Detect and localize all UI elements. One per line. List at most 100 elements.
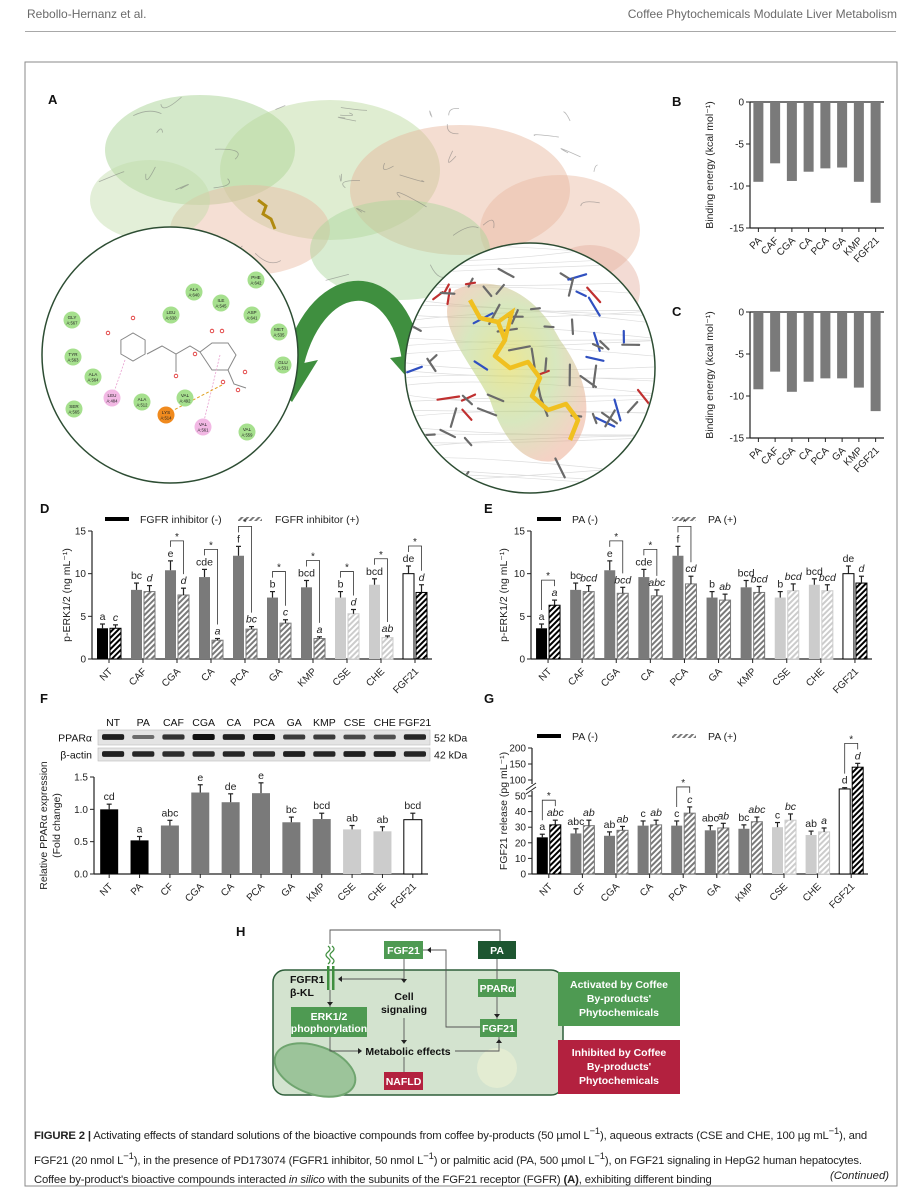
significance-letter: e xyxy=(168,548,174,560)
residue-stick xyxy=(443,283,450,295)
y-tick-label: -10 xyxy=(730,392,745,403)
protein-backbone xyxy=(382,162,394,170)
bar-cse-plus xyxy=(347,613,360,660)
significance-letter: abc xyxy=(748,804,766,816)
blot-lane-label: KMP xyxy=(313,717,336,729)
significance-letter: abc xyxy=(161,807,178,819)
significance-letter: ab xyxy=(805,818,817,830)
bar-kmp-minus xyxy=(301,587,312,659)
significance-star: * xyxy=(682,517,686,528)
y-tick-label: -15 xyxy=(730,434,745,445)
bar-cse-minus xyxy=(335,597,346,659)
significance-letter: abc xyxy=(547,807,565,819)
bar-kmp-plus xyxy=(750,821,763,875)
oxygen-atom xyxy=(173,373,179,379)
protein-backbone xyxy=(563,111,571,122)
legend-inhibited-label: Inhibited by Coffee xyxy=(572,1047,667,1059)
blot-row-beta-actin: β-actin 42 kDa xyxy=(60,747,467,762)
figure-frame xyxy=(24,61,898,1187)
residue-circle xyxy=(243,306,261,324)
significance-letter: c xyxy=(674,808,679,820)
bar-cga-minus xyxy=(165,570,176,659)
blot-lane-label: GA xyxy=(287,717,302,729)
x-tick-label: PCA xyxy=(809,445,832,468)
caption-sup: −1 xyxy=(589,1125,601,1136)
bar-pca xyxy=(252,793,270,874)
legend-label: PA (+) xyxy=(708,731,737,743)
residue-stick xyxy=(554,457,566,479)
y-tick-label: 100 xyxy=(509,776,526,787)
significance-star: * xyxy=(614,532,618,543)
y-tick-label: 40 xyxy=(515,807,527,818)
caption-text: ) or palmitic acid (PA, 500 µmol L xyxy=(433,1154,595,1167)
arrowhead xyxy=(327,1002,333,1006)
x-tick-label: CF xyxy=(159,881,176,898)
significance-bracket xyxy=(238,525,252,613)
y-axis-label: p-ERK1/2 (ng mL⁻¹) xyxy=(498,548,510,642)
residue-name: VAL xyxy=(199,422,208,427)
significance-star: * xyxy=(209,540,213,551)
y-tick-label: 1.0 xyxy=(74,805,88,816)
blot-band xyxy=(222,734,245,740)
significance-star: * xyxy=(648,540,652,551)
residue-stick xyxy=(636,388,651,405)
residue-circle xyxy=(176,389,194,407)
significance-letter: c xyxy=(640,808,645,820)
significance-letter: c xyxy=(775,810,780,822)
y-tick-label: -15 xyxy=(730,224,745,235)
erk-phosphorylation-box-label: ERK1/2 xyxy=(311,1011,348,1023)
legend-swatch-solid xyxy=(537,517,561,521)
oxygen-atom xyxy=(242,369,248,375)
bar-pca-minus xyxy=(671,825,683,874)
protein-backbone xyxy=(98,171,125,183)
bar-nt xyxy=(100,809,119,874)
bar-ca-plus xyxy=(650,595,663,660)
significance-letter: bc xyxy=(286,804,297,816)
protein-surface xyxy=(105,95,295,205)
legend-inhibited-label: By-products' xyxy=(587,1061,651,1073)
bar-che-plus xyxy=(821,590,834,660)
y-tick-label: 0 xyxy=(519,655,525,666)
bar-cga xyxy=(786,312,797,392)
blot-band xyxy=(132,751,155,757)
inhibition-line xyxy=(329,929,501,944)
caption-continued: (Continued) xyxy=(829,1170,889,1182)
significance-bracket xyxy=(541,579,555,611)
residue-circle xyxy=(103,389,121,407)
bar-kmp-minus xyxy=(738,828,750,874)
y-tick-label: 200 xyxy=(509,744,526,755)
significance-letter: c xyxy=(113,612,119,624)
bar-pa xyxy=(753,312,764,390)
legend-inhibited xyxy=(558,1040,680,1094)
arrowhead xyxy=(427,947,431,953)
significance-bracket xyxy=(643,549,658,576)
protein-backbone xyxy=(275,105,286,110)
legend-label: FGFR inhibitor (+) xyxy=(275,514,359,526)
blot-band xyxy=(313,734,336,740)
bar-fgf21 xyxy=(870,312,881,412)
residue-id: A:512 xyxy=(137,403,149,408)
significance-letter: ab xyxy=(583,807,595,819)
x-tick-label: CSE xyxy=(771,666,794,689)
legend-label: FGFR inhibitor (-) xyxy=(140,514,222,526)
significance-bracket xyxy=(170,540,184,575)
significance-letter: bcd xyxy=(819,572,837,584)
x-tick-label: PCA xyxy=(668,666,691,689)
bar-che-plus xyxy=(381,637,394,660)
residue-name: GLU xyxy=(278,360,287,365)
x-tick-label: FGF21 xyxy=(831,666,861,696)
blot-row-ppara: PPARα 52 kDa xyxy=(58,729,467,746)
bar-ca xyxy=(803,102,814,172)
significance-star: * xyxy=(546,571,550,582)
x-tick-label: PCA xyxy=(245,881,268,904)
significance-star: * xyxy=(277,563,281,574)
significance-letter: a xyxy=(100,611,106,623)
significance-star: * xyxy=(345,563,349,574)
residue-stick xyxy=(476,407,498,417)
x-tick-label: CGA xyxy=(599,881,622,904)
protein-backbone xyxy=(429,110,433,118)
